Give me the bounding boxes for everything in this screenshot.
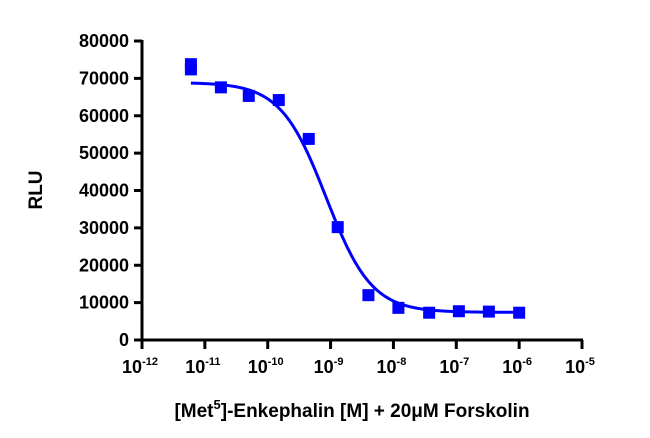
y-tick-label: 50000 [79, 143, 129, 163]
data-point [392, 301, 405, 314]
y-tick-label: 80000 [79, 31, 129, 51]
data-points-layer [184, 58, 526, 319]
x-axis-title-prefix: [Met [174, 401, 214, 422]
data-point [302, 132, 315, 145]
x-tick-label: 10-7 [439, 356, 469, 377]
x-tick-base: 10 [377, 357, 397, 377]
x-tick-label: 10-11 [185, 356, 220, 377]
x-tick-exponent: -12 [142, 356, 158, 368]
x-tick-base: 10 [185, 357, 205, 377]
x-tick-exponent: -9 [334, 356, 344, 368]
data-point [272, 94, 285, 107]
x-axis-title: [Met5]-Enkephalin [M] + 20μM Forskolin [174, 397, 529, 422]
x-tick-label: 10-9 [314, 356, 344, 377]
data-point [452, 305, 465, 318]
data-point [242, 89, 255, 102]
y-tick-label: 30000 [79, 218, 129, 238]
x-tick-base: 10 [439, 357, 459, 377]
y-tick-label: 40000 [79, 181, 129, 201]
x-tick-label: 10-8 [377, 356, 407, 377]
x-tick-label: 10-12 [122, 356, 158, 377]
data-point [482, 305, 495, 318]
y-axis-title: RLU [26, 170, 47, 209]
x-tick-label: 10-10 [248, 356, 284, 377]
y-axis: 0 10000 20000 30000 40000 50000 60000 70000 8000… [79, 31, 144, 350]
x-tick-base: 10 [502, 357, 522, 377]
x-tick-base: 10 [248, 357, 268, 377]
x-tick-base: 10 [565, 357, 585, 377]
fit-curve-layer [190, 81, 520, 314]
y-tick-label: 70000 [79, 68, 129, 88]
x-tick-exponent: -7 [459, 356, 469, 368]
y-tick-label: 60000 [79, 106, 129, 126]
data-point [184, 63, 197, 76]
x-axis-title-suffix: ]-Enkephalin [M] + 20μM Forskolin [221, 401, 530, 422]
y-tick-label: 20000 [79, 255, 129, 275]
x-tick-base: 10 [314, 357, 334, 377]
data-point [513, 306, 526, 319]
data-point [214, 81, 227, 94]
x-tick-exponent: -6 [522, 356, 532, 368]
x-tick-label: 10-5 [565, 356, 595, 377]
y-tick-label: 0 [119, 330, 129, 350]
x-axis-title-superscript: 5 [214, 397, 221, 412]
x-tick-exponent: -5 [585, 356, 595, 368]
x-tick-exponent: -10 [268, 356, 284, 368]
x-tick-exponent: -8 [397, 356, 407, 368]
data-point [362, 289, 375, 302]
fit-curve [190, 81, 520, 314]
data-point [423, 306, 436, 319]
data-point [331, 221, 344, 234]
x-tick-label: 10-6 [502, 356, 532, 377]
x-tick-base: 10 [122, 357, 142, 377]
y-tick-label: 10000 [79, 293, 129, 313]
x-tick-exponent: -11 [205, 356, 220, 368]
x-axis: 10-12 10-11 10-10 10-9 10-8 10-7 10-6 10-5 [122, 338, 595, 377]
